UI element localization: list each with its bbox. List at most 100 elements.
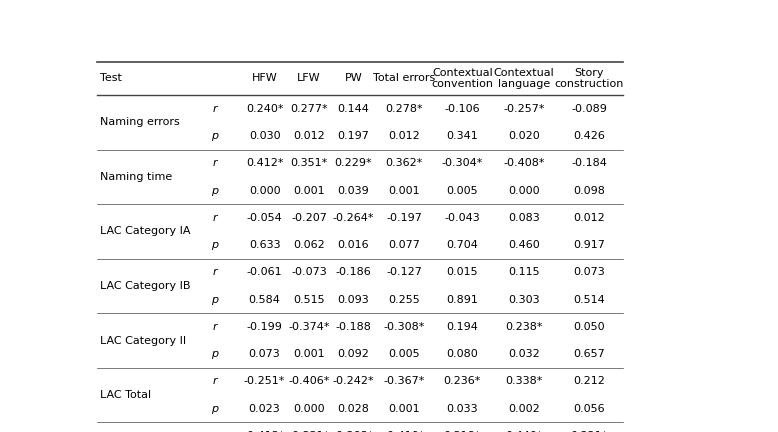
Text: 0.073: 0.073 xyxy=(573,267,605,277)
Text: 0.000: 0.000 xyxy=(293,404,325,414)
Text: -0.054: -0.054 xyxy=(247,213,282,223)
Text: 0.236*: 0.236* xyxy=(443,376,481,387)
Text: 0.240*: 0.240* xyxy=(246,104,283,114)
Text: 0.039: 0.039 xyxy=(338,186,370,196)
Text: -0.089: -0.089 xyxy=(571,104,607,114)
Text: Story
construction: Story construction xyxy=(555,68,624,89)
Text: 0.001: 0.001 xyxy=(293,186,325,196)
Text: 0.080: 0.080 xyxy=(447,349,478,359)
Text: 0.229*: 0.229* xyxy=(335,158,373,168)
Text: 0.440*: 0.440* xyxy=(505,431,542,432)
Text: 0.412*: 0.412* xyxy=(246,158,283,168)
Text: -0.374*: -0.374* xyxy=(289,322,330,332)
Text: r: r xyxy=(212,376,217,387)
Text: PW: PW xyxy=(345,73,363,83)
Text: -0.043: -0.043 xyxy=(444,213,480,223)
Text: -0.242*: -0.242* xyxy=(333,376,374,387)
Text: -0.308*: -0.308* xyxy=(384,322,425,332)
Text: -0.413*: -0.413* xyxy=(244,431,286,432)
Text: 0.001: 0.001 xyxy=(293,349,325,359)
Text: p: p xyxy=(212,404,219,414)
Text: 0.341: 0.341 xyxy=(447,131,478,141)
Text: r: r xyxy=(212,267,217,277)
Text: -0.406*: -0.406* xyxy=(289,376,330,387)
Text: 0.030: 0.030 xyxy=(249,131,280,141)
Text: p: p xyxy=(212,295,219,305)
Text: 0.012: 0.012 xyxy=(293,131,325,141)
Text: 0.000: 0.000 xyxy=(249,186,280,196)
Text: 0.351*: 0.351* xyxy=(290,158,328,168)
Text: -0.184: -0.184 xyxy=(571,158,607,168)
Text: 0.515: 0.515 xyxy=(293,295,325,305)
Text: p: p xyxy=(212,349,219,359)
Text: 0.917: 0.917 xyxy=(573,240,605,250)
Text: 0.277*: 0.277* xyxy=(290,104,328,114)
Text: 0.005: 0.005 xyxy=(388,349,420,359)
Text: 0.015: 0.015 xyxy=(447,267,478,277)
Text: -0.410*: -0.410* xyxy=(384,431,425,432)
Text: 0.633: 0.633 xyxy=(249,240,280,250)
Text: 0.704: 0.704 xyxy=(447,240,478,250)
Text: LFW: LFW xyxy=(297,73,321,83)
Text: 0.115: 0.115 xyxy=(508,267,540,277)
Text: r: r xyxy=(212,104,217,114)
Text: 0.016: 0.016 xyxy=(338,240,370,250)
Text: 0.020: 0.020 xyxy=(508,131,540,141)
Text: 0.321*: 0.321* xyxy=(570,431,608,432)
Text: 0.012: 0.012 xyxy=(388,131,420,141)
Text: Naming time: Naming time xyxy=(100,172,173,182)
Text: r: r xyxy=(212,213,217,223)
Text: -0.293*: -0.293* xyxy=(333,431,374,432)
Text: 0.062: 0.062 xyxy=(293,240,325,250)
Text: Contextual
convention: Contextual convention xyxy=(431,68,493,89)
Text: r: r xyxy=(212,431,217,432)
Text: 0.005: 0.005 xyxy=(447,186,478,196)
Text: r: r xyxy=(212,158,217,168)
Text: 0.891: 0.891 xyxy=(447,295,478,305)
Text: LAC Total: LAC Total xyxy=(100,390,152,400)
Text: -0.061: -0.061 xyxy=(247,267,282,277)
Text: -0.207: -0.207 xyxy=(291,213,327,223)
Text: Naming errors: Naming errors xyxy=(100,118,180,127)
Text: 0.460: 0.460 xyxy=(508,240,540,250)
Text: 0.194: 0.194 xyxy=(447,322,478,332)
Text: LAC Category IA: LAC Category IA xyxy=(100,226,191,236)
Text: -0.264*: -0.264* xyxy=(333,213,374,223)
Text: 0.012: 0.012 xyxy=(573,213,605,223)
Text: 0.056: 0.056 xyxy=(573,404,605,414)
Text: 0.092: 0.092 xyxy=(338,349,370,359)
Text: r: r xyxy=(212,322,217,332)
Text: Contextual
language: Contextual language xyxy=(493,68,554,89)
Text: 0.028: 0.028 xyxy=(338,404,370,414)
Text: 0.077: 0.077 xyxy=(388,240,420,250)
Text: 0.073: 0.073 xyxy=(249,349,280,359)
Text: 0.144: 0.144 xyxy=(338,104,370,114)
Text: -0.186: -0.186 xyxy=(335,267,371,277)
Text: -0.073: -0.073 xyxy=(291,267,327,277)
Text: HFW: HFW xyxy=(252,73,278,83)
Text: 0.212: 0.212 xyxy=(573,376,605,387)
Text: 0.278*: 0.278* xyxy=(385,104,423,114)
Text: -0.106: -0.106 xyxy=(444,104,480,114)
Text: 0.197: 0.197 xyxy=(338,131,370,141)
Text: 0.083: 0.083 xyxy=(508,213,540,223)
Text: 0.098: 0.098 xyxy=(573,186,605,196)
Text: 0.000: 0.000 xyxy=(508,186,540,196)
Text: 0.318*: 0.318* xyxy=(443,431,481,432)
Text: p: p xyxy=(212,240,219,250)
Text: 0.023: 0.023 xyxy=(249,404,280,414)
Text: p: p xyxy=(212,131,219,141)
Text: -0.199: -0.199 xyxy=(247,322,282,332)
Text: Test: Test xyxy=(100,73,122,83)
Text: 0.002: 0.002 xyxy=(508,404,540,414)
Text: -0.257*: -0.257* xyxy=(503,104,545,114)
Text: -0.251*: -0.251* xyxy=(244,376,286,387)
Text: 0.362*: 0.362* xyxy=(385,158,422,168)
Text: 0.033: 0.033 xyxy=(447,404,478,414)
Text: LAC Category II: LAC Category II xyxy=(100,336,187,346)
Text: Total errors: Total errors xyxy=(373,73,435,83)
Text: 0.584: 0.584 xyxy=(249,295,281,305)
Text: 0.050: 0.050 xyxy=(573,322,605,332)
Text: -0.408*: -0.408* xyxy=(503,158,545,168)
Text: 0.426: 0.426 xyxy=(573,131,605,141)
